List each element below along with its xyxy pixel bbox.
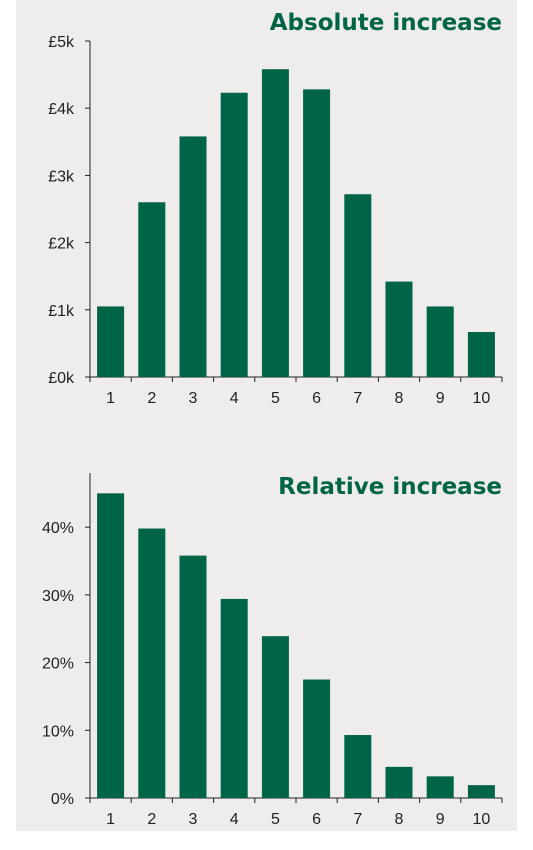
bar-relative [138, 528, 166, 798]
y-tick-label-absolute: £3k [48, 168, 75, 185]
bar-relative [179, 555, 207, 798]
x-tick-label-relative: 6 [312, 811, 321, 828]
y-tick-label-absolute: £2k [48, 236, 75, 253]
bar-relative [220, 598, 248, 798]
bar-absolute [138, 202, 166, 377]
x-tick-label-absolute: 7 [353, 390, 362, 407]
bar-absolute [179, 136, 207, 377]
x-tick-label-relative: 10 [473, 811, 491, 828]
x-tick-label-relative: 7 [353, 811, 362, 828]
x-tick-label-absolute: 9 [436, 390, 445, 407]
chart-title-absolute: Absolute increase [270, 10, 502, 36]
bar-relative [261, 636, 289, 798]
x-tick-label-absolute: 10 [473, 390, 491, 407]
x-tick-label-relative: 4 [230, 811, 239, 828]
x-tick-label-relative: 3 [189, 811, 198, 828]
bar-absolute [426, 306, 454, 377]
bar-relative [467, 785, 495, 798]
x-tick-label-relative: 2 [147, 811, 156, 828]
y-tick-label-absolute: £4k [48, 101, 75, 118]
y-tick-label-relative: 40% [42, 520, 74, 537]
x-tick-label-relative: 8 [395, 811, 404, 828]
bar-absolute [467, 331, 495, 377]
bar-absolute [385, 281, 413, 377]
x-tick-label-relative: 5 [271, 811, 280, 828]
y-tick-label-relative: 0% [51, 791, 74, 808]
y-tick-label-relative: 10% [42, 723, 74, 740]
bar-relative [385, 766, 413, 798]
x-tick-label-absolute: 5 [271, 390, 280, 407]
bar-relative [426, 776, 454, 798]
bar-absolute [261, 69, 289, 377]
x-tick-label-absolute: 6 [312, 390, 321, 407]
y-tick-label-absolute: £5k [48, 34, 75, 51]
y-tick-label-relative: 30% [42, 588, 74, 605]
y-tick-label-relative: 20% [42, 656, 74, 673]
x-tick-label-absolute: 2 [147, 390, 156, 407]
x-tick-label-absolute: 3 [189, 390, 198, 407]
y-tick-label-absolute: £1k [48, 303, 75, 320]
bar-absolute [303, 89, 331, 377]
bar-relative [344, 735, 372, 798]
chart-title-relative: Relative increase [278, 474, 502, 500]
bar-absolute [344, 194, 372, 377]
bar-relative [303, 679, 331, 798]
x-tick-label-relative: 1 [106, 811, 115, 828]
x-tick-label-absolute: 1 [106, 390, 115, 407]
bar-absolute [220, 92, 248, 377]
y-tick-label-absolute: £0k [48, 370, 75, 387]
bar-absolute [97, 306, 125, 377]
x-tick-label-relative: 9 [436, 811, 445, 828]
bar-relative [97, 493, 125, 798]
x-tick-label-absolute: 8 [395, 390, 404, 407]
x-tick-label-absolute: 4 [230, 390, 239, 407]
